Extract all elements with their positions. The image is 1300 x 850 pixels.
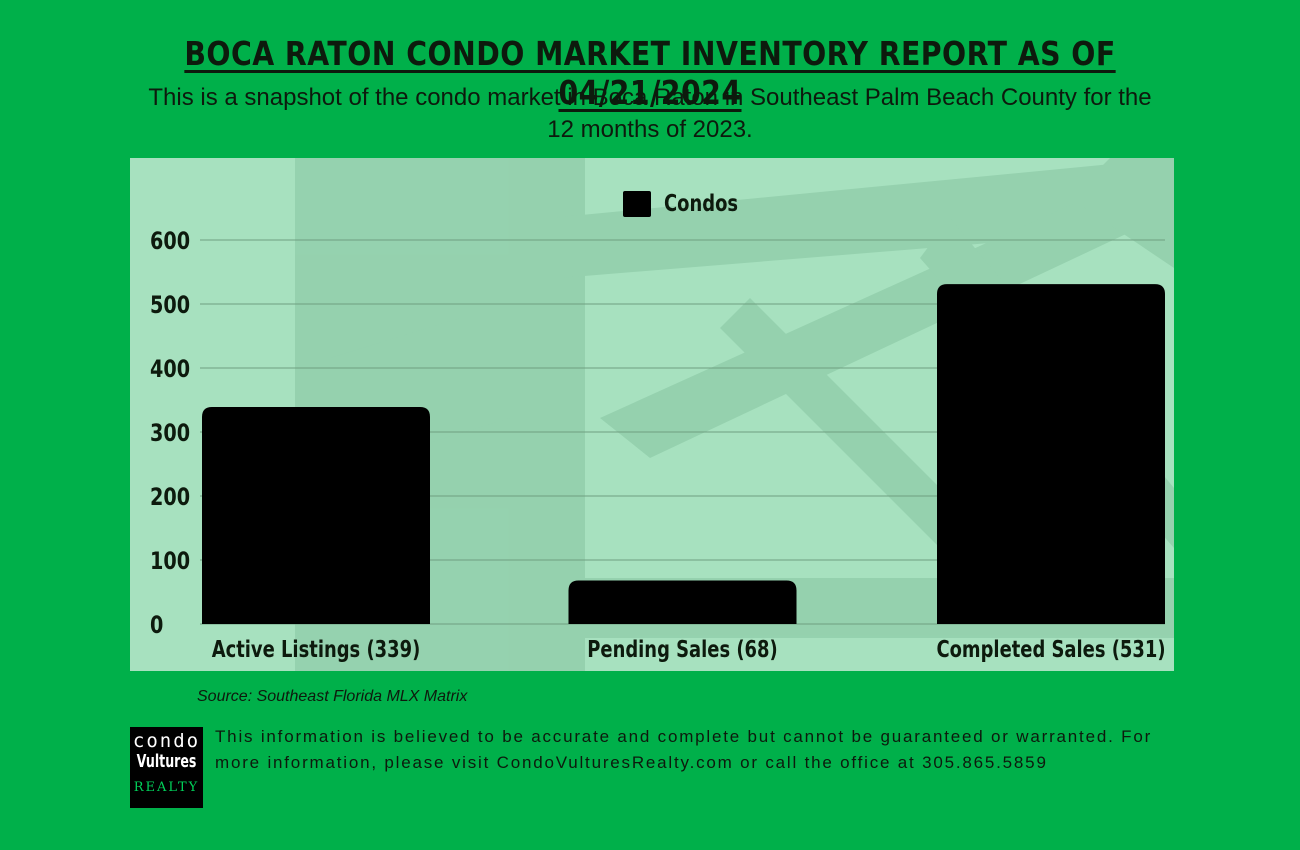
x-tick-label: Active Listings (339) — [212, 636, 421, 663]
bar — [568, 580, 797, 624]
logo-line-1: condo — [132, 730, 201, 752]
report-title: BOCA RATON CONDO MARKET INVENTORY REPORT… — [184, 34, 1116, 112]
y-tick-label: 300 — [150, 420, 190, 448]
y-tick-label: 500 — [150, 292, 190, 320]
y-tick-label: 400 — [150, 356, 190, 384]
x-tick-label: Completed Sales (531) — [936, 636, 1165, 663]
chart-legend: Condos — [623, 191, 759, 217]
bar — [937, 284, 1165, 624]
legend-swatch — [623, 191, 651, 217]
legend-label: Condos — [664, 191, 739, 217]
x-tick-label: Pending Sales (68) — [587, 636, 777, 663]
disclaimer-text: This information is believed to be accur… — [215, 727, 1153, 772]
logo-line-3: REALTY — [133, 780, 200, 795]
source-note: Source: Southeast Florida MLX Matrix — [197, 688, 468, 705]
y-tick-label: 200 — [150, 484, 190, 512]
chart-panel: 0 100 200 300 400 500 600 Active Listings (339)… — [130, 158, 1174, 671]
report-subtitle: This is a snapshot of the condo market i… — [148, 84, 1152, 143]
bar — [202, 407, 430, 624]
logo-line-2: Vultures — [136, 751, 197, 772]
y-tick-label: 100 — [150, 548, 190, 576]
y-tick-label: 0 — [150, 612, 163, 640]
y-tick-label: 600 — [150, 228, 190, 256]
condo-vultures-logo: condo Vultures REALTY — [130, 727, 203, 808]
bar-chart: 0 100 200 300 400 500 600 Active Listings (339)… — [150, 228, 1166, 663]
